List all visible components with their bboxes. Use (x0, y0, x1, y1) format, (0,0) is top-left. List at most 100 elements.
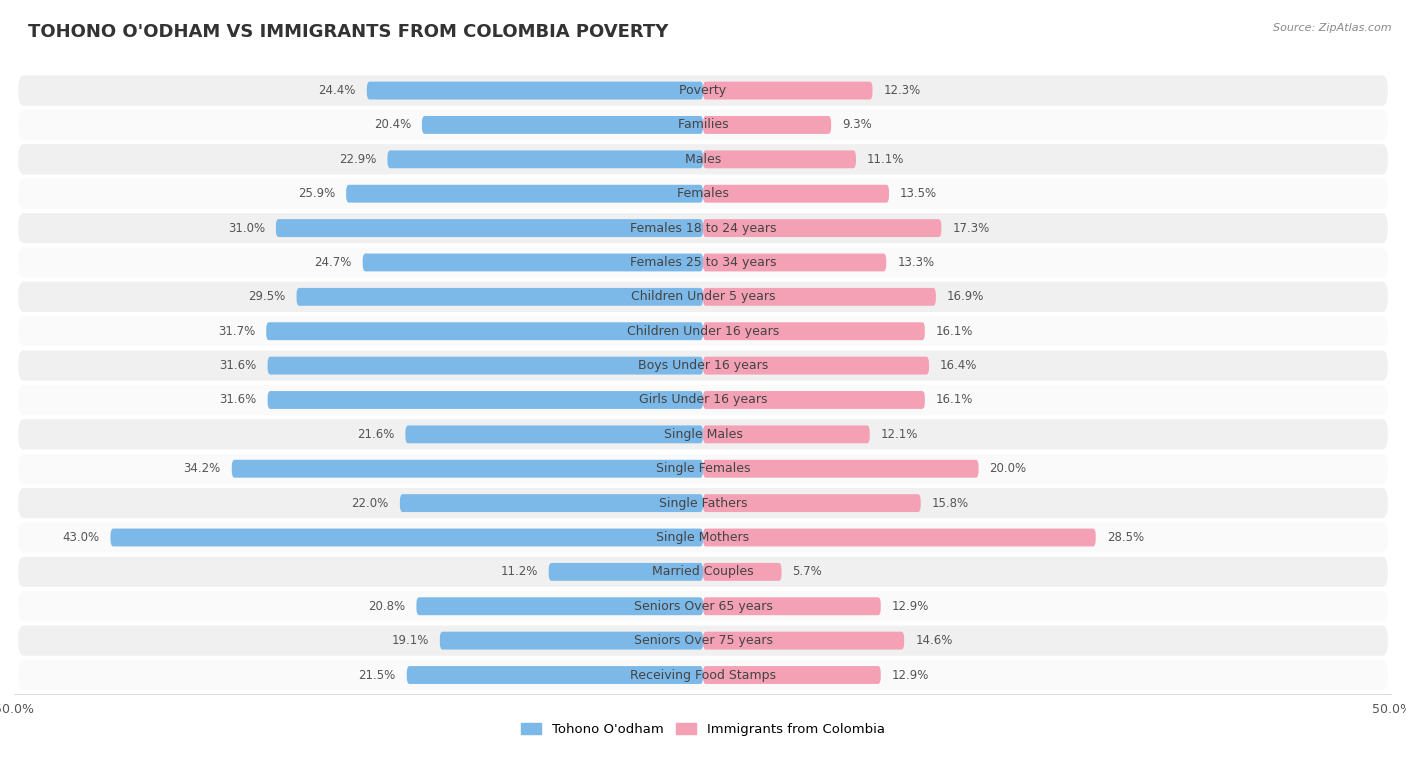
Text: TOHONO O'ODHAM VS IMMIGRANTS FROM COLOMBIA POVERTY: TOHONO O'ODHAM VS IMMIGRANTS FROM COLOMB… (28, 23, 668, 41)
Text: 11.1%: 11.1% (868, 153, 904, 166)
FancyBboxPatch shape (406, 666, 703, 684)
Text: 12.3%: 12.3% (883, 84, 921, 97)
FancyBboxPatch shape (703, 288, 936, 305)
FancyBboxPatch shape (440, 631, 703, 650)
FancyBboxPatch shape (703, 494, 921, 512)
Text: 11.2%: 11.2% (501, 565, 537, 578)
Text: 24.7%: 24.7% (315, 256, 352, 269)
Text: Girls Under 16 years: Girls Under 16 years (634, 393, 772, 406)
FancyBboxPatch shape (388, 150, 703, 168)
Text: 31.6%: 31.6% (219, 359, 256, 372)
FancyBboxPatch shape (703, 391, 925, 409)
Text: Males: Males (681, 153, 725, 166)
FancyBboxPatch shape (18, 488, 1388, 518)
Text: 20.0%: 20.0% (990, 462, 1026, 475)
FancyBboxPatch shape (703, 185, 889, 202)
Text: 34.2%: 34.2% (184, 462, 221, 475)
Text: 14.6%: 14.6% (915, 634, 953, 647)
FancyBboxPatch shape (18, 144, 1388, 174)
FancyBboxPatch shape (703, 425, 870, 443)
Text: Single Females: Single Females (652, 462, 754, 475)
Text: 16.4%: 16.4% (941, 359, 977, 372)
FancyBboxPatch shape (346, 185, 703, 202)
Text: Children Under 5 years: Children Under 5 years (627, 290, 779, 303)
Text: 16.1%: 16.1% (936, 324, 973, 338)
Text: 5.7%: 5.7% (793, 565, 823, 578)
FancyBboxPatch shape (703, 528, 1095, 547)
Text: 12.9%: 12.9% (891, 669, 929, 681)
Text: Receiving Food Stamps: Receiving Food Stamps (626, 669, 780, 681)
FancyBboxPatch shape (422, 116, 703, 134)
FancyBboxPatch shape (703, 597, 880, 615)
FancyBboxPatch shape (399, 494, 703, 512)
Text: Single Males: Single Males (659, 428, 747, 441)
FancyBboxPatch shape (18, 282, 1388, 312)
FancyBboxPatch shape (266, 322, 703, 340)
Text: Females: Females (673, 187, 733, 200)
Text: 21.6%: 21.6% (357, 428, 394, 441)
FancyBboxPatch shape (18, 522, 1388, 553)
FancyBboxPatch shape (703, 666, 880, 684)
FancyBboxPatch shape (703, 357, 929, 374)
Text: 16.1%: 16.1% (936, 393, 973, 406)
FancyBboxPatch shape (111, 528, 703, 547)
FancyBboxPatch shape (367, 82, 703, 99)
FancyBboxPatch shape (405, 425, 703, 443)
Text: 22.0%: 22.0% (352, 496, 389, 509)
FancyBboxPatch shape (18, 419, 1388, 449)
Text: 12.9%: 12.9% (891, 600, 929, 612)
FancyBboxPatch shape (18, 453, 1388, 484)
Text: 9.3%: 9.3% (842, 118, 872, 131)
Text: 15.8%: 15.8% (932, 496, 969, 509)
Text: Seniors Over 65 years: Seniors Over 65 years (630, 600, 776, 612)
Text: 13.5%: 13.5% (900, 187, 938, 200)
FancyBboxPatch shape (18, 76, 1388, 105)
FancyBboxPatch shape (548, 563, 703, 581)
Legend: Tohono O'odham, Immigrants from Colombia: Tohono O'odham, Immigrants from Colombia (522, 723, 884, 736)
Text: 31.0%: 31.0% (228, 221, 264, 234)
Text: Single Mothers: Single Mothers (652, 531, 754, 544)
FancyBboxPatch shape (703, 150, 856, 168)
Text: Children Under 16 years: Children Under 16 years (623, 324, 783, 338)
FancyBboxPatch shape (18, 213, 1388, 243)
Text: 29.5%: 29.5% (249, 290, 285, 303)
Text: 31.7%: 31.7% (218, 324, 254, 338)
FancyBboxPatch shape (703, 253, 886, 271)
FancyBboxPatch shape (18, 179, 1388, 209)
FancyBboxPatch shape (267, 391, 703, 409)
Text: Boys Under 16 years: Boys Under 16 years (634, 359, 772, 372)
FancyBboxPatch shape (363, 253, 703, 271)
Text: 17.3%: 17.3% (952, 221, 990, 234)
FancyBboxPatch shape (703, 563, 782, 581)
FancyBboxPatch shape (18, 385, 1388, 415)
Text: 22.9%: 22.9% (339, 153, 377, 166)
Text: Females 18 to 24 years: Females 18 to 24 years (626, 221, 780, 234)
Text: Families: Families (673, 118, 733, 131)
Text: 13.3%: 13.3% (897, 256, 935, 269)
FancyBboxPatch shape (18, 350, 1388, 381)
FancyBboxPatch shape (703, 460, 979, 478)
Text: Single Fathers: Single Fathers (655, 496, 751, 509)
FancyBboxPatch shape (18, 660, 1388, 690)
Text: 43.0%: 43.0% (62, 531, 100, 544)
Text: 31.6%: 31.6% (219, 393, 256, 406)
Text: 16.9%: 16.9% (946, 290, 984, 303)
Text: Females 25 to 34 years: Females 25 to 34 years (626, 256, 780, 269)
FancyBboxPatch shape (703, 82, 873, 99)
Text: 19.1%: 19.1% (391, 634, 429, 647)
Text: Married Couples: Married Couples (648, 565, 758, 578)
FancyBboxPatch shape (703, 322, 925, 340)
FancyBboxPatch shape (297, 288, 703, 305)
Text: 25.9%: 25.9% (298, 187, 335, 200)
Text: 28.5%: 28.5% (1107, 531, 1144, 544)
Text: 20.8%: 20.8% (368, 600, 405, 612)
Text: Source: ZipAtlas.com: Source: ZipAtlas.com (1274, 23, 1392, 33)
FancyBboxPatch shape (232, 460, 703, 478)
Text: 20.4%: 20.4% (374, 118, 411, 131)
FancyBboxPatch shape (18, 625, 1388, 656)
FancyBboxPatch shape (18, 591, 1388, 622)
FancyBboxPatch shape (416, 597, 703, 615)
FancyBboxPatch shape (18, 247, 1388, 277)
FancyBboxPatch shape (276, 219, 703, 237)
FancyBboxPatch shape (18, 316, 1388, 346)
